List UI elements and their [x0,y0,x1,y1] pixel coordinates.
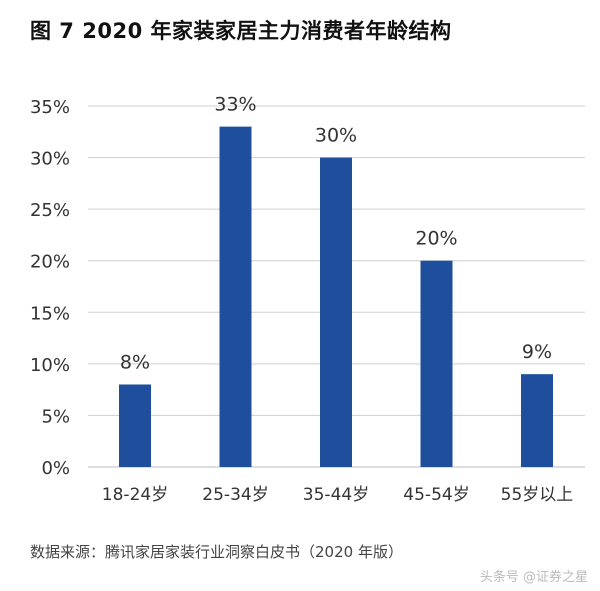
y-tick-label: 0% [41,458,70,479]
bar [219,126,252,467]
watermark: 头条号 @证券之星 [479,570,588,585]
data-label: 30% [315,125,357,147]
bar [521,374,553,467]
x-tick-label: 35-44岁 [303,485,369,505]
bar [119,384,151,467]
chart-title: 图 7 2020 年家装家居主力消费者年龄结构 [30,19,452,43]
x-tick-label: 18-24岁 [102,485,168,505]
data-label: 8% [120,351,150,373]
data-label: 33% [214,94,256,116]
source-note: 数据来源：腾讯家居家装行业洞察白皮书（2020 年版） [30,543,403,561]
data-label: 9% [522,341,552,363]
data-label: 20% [415,228,457,250]
y-tick-label: 35% [30,97,70,118]
y-tick-label: 20% [30,252,70,273]
y-tick-label: 25% [30,200,70,221]
bar [420,260,453,467]
y-tick-label: 15% [30,303,70,324]
x-tick-label: 25-34岁 [202,485,268,505]
x-tick-label: 55岁以上 [501,485,574,505]
y-tick-label: 10% [30,355,70,376]
y-tick-label: 30% [30,149,70,170]
x-tick-label: 45-54岁 [403,485,469,505]
bar [320,157,352,468]
y-tick-label: 5% [41,406,70,427]
